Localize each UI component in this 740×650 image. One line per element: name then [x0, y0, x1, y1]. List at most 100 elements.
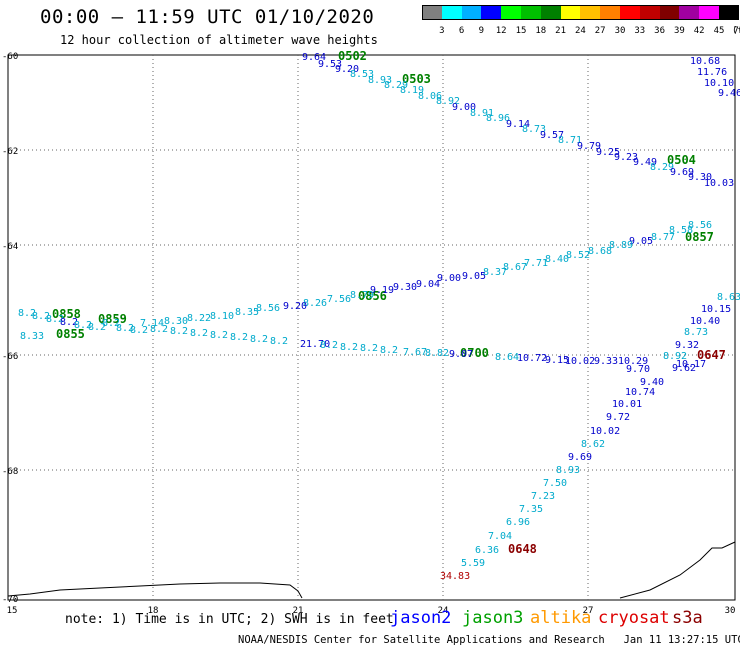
colorbar-swatch — [461, 5, 482, 20]
y-tick-label: -60 — [2, 52, 18, 62]
swh-value-label: 8.56 — [256, 303, 280, 314]
swh-value-label: 9.49 — [633, 157, 657, 168]
swh-value-label: 8.2 — [102, 318, 120, 329]
colorbar-label: 33 — [634, 26, 646, 36]
swh-value-label: 9.23 — [614, 152, 638, 163]
swh-value-label: 9.57 — [540, 130, 564, 141]
swh-value-label: 8.53 — [350, 69, 374, 80]
swh-value-label: 8.64 — [495, 352, 519, 363]
swh-value-label: 8.2 — [210, 330, 228, 341]
swh-value-label: 9.30 — [393, 282, 417, 293]
colorbar-label: 6 — [458, 26, 465, 36]
swh-value-label: 6.36 — [475, 545, 499, 556]
satellite-legend-jason3: jason3 — [462, 608, 524, 628]
swh-value-label: 9.53 — [318, 59, 342, 70]
pass-label: 0859 — [98, 312, 127, 326]
swh-value-label: 8.93 — [556, 465, 580, 476]
colorbar-swatch — [521, 5, 541, 20]
swh-value-label: 9.20 — [283, 301, 307, 312]
swh-value-label: 9.64 — [302, 52, 326, 63]
swh-value-label: 8.82 — [425, 348, 449, 359]
colorbar-swatch — [422, 5, 442, 20]
swh-value-label: 8.10 — [210, 311, 234, 322]
x-tick-label: 15 — [7, 606, 18, 616]
swh-value-label: 9.40 — [640, 377, 664, 388]
colorbar-label: 30 — [614, 26, 626, 36]
colorbar-border — [422, 5, 739, 20]
pass-label: 0857 — [685, 230, 714, 244]
swh-value-label: 9.69 — [670, 167, 694, 178]
swh-value-label: 8.2 — [170, 326, 188, 337]
y-tick-label: -68 — [2, 467, 18, 477]
swh-value-label: 8.73 — [522, 124, 546, 135]
pass-label: 0858 — [52, 307, 81, 321]
swh-value-label: 8.2 — [360, 343, 378, 354]
swh-value-label: 8.62 — [581, 439, 605, 450]
swh-value-label: 7.67 — [403, 347, 427, 358]
satellite-legend-jason2: jason2 — [390, 608, 452, 628]
footer-note: note: 1) Time is in UTC; 2) SWH is in fe… — [65, 612, 394, 627]
colorbar-label: 70 — [733, 26, 740, 36]
swh-value-label: 6.96 — [506, 517, 530, 528]
swh-value-label: 11.76 — [697, 67, 727, 78]
swh-value-label: 9.05 — [462, 271, 486, 282]
colorbar-label: 27 — [594, 26, 606, 36]
colorbar-swatch — [540, 5, 561, 20]
swh-value-label: 9.00 — [437, 273, 461, 284]
swh-value-label: 7.35 — [519, 504, 543, 515]
colorbar-label: 45 — [713, 26, 725, 36]
swh-value-label: 9.20 — [335, 64, 359, 75]
swh-value-label: 8.96 — [486, 113, 510, 124]
swh-value-label: 8.2 — [32, 311, 50, 322]
swh-value-label: 9.32 — [675, 340, 699, 351]
pass-label: 0855 — [56, 327, 85, 341]
map-title: 00:00 – 11:59 UTC 01/10/2020 — [40, 6, 375, 28]
swh-value-label: 9.15 — [545, 355, 569, 366]
swh-value-label: 9.07 — [449, 349, 473, 360]
colorbar-label: 12 — [495, 26, 507, 36]
map-frame — [7, 54, 736, 601]
swh-value-label: 8.30 — [164, 316, 188, 327]
swh-value-label: 8.2 — [250, 334, 268, 345]
swh-value-label: 7.14 — [140, 318, 164, 329]
swh-value-label: 8.2 — [18, 308, 36, 319]
swh-value-label: 9.69 — [568, 452, 592, 463]
swh-value-label: 8.26 — [303, 298, 327, 309]
swh-value-label: 9.46 — [718, 88, 740, 99]
colorbar-swatch — [659, 5, 680, 20]
colorbar-swatch — [441, 5, 462, 20]
swh-value-label: 8.35 — [235, 307, 259, 318]
swh-value-label: 7.04 — [488, 531, 512, 542]
colorbar-label: 39 — [673, 26, 685, 36]
swh-value-label: 8.56 — [688, 220, 712, 231]
swh-value-label: 8.52 — [566, 250, 590, 261]
swh-value-label: 8.40 — [545, 254, 569, 265]
swh-value-label: 21.70 — [300, 339, 330, 350]
satellite-legend-altika: altika — [530, 608, 592, 628]
swh-value-label: 8.2 — [46, 314, 64, 325]
swh-value-label: 5.59 — [461, 558, 485, 569]
x-tick-label: 27 — [583, 606, 594, 616]
swh-value-label: 10.29 — [618, 356, 648, 367]
colorbar-label: 36 — [654, 26, 666, 36]
colorbar-swatch — [699, 5, 719, 20]
swh-value-label: 8.91 — [470, 108, 494, 119]
swh-value-label: 10.01 — [612, 399, 642, 410]
colorbar-swatch — [600, 5, 620, 20]
swh-value-label: 8.2 — [74, 320, 92, 331]
swh-value-label: 8.2 — [130, 325, 148, 336]
swh-value-label: 10.72 — [517, 353, 547, 364]
swh-value-label: 8.92 — [663, 351, 687, 362]
swh-value-label: 8.22 — [187, 313, 211, 324]
swh-value-label: 9.79 — [577, 141, 601, 152]
pass-label: 0503 — [402, 72, 431, 86]
swh-value-label: 8.29 — [384, 80, 408, 91]
swh-value-label: 10.03 — [704, 178, 734, 189]
colorbar-swatch — [639, 5, 660, 20]
swh-value-label: 8.63 — [717, 292, 740, 303]
colorbar-swatch — [679, 5, 700, 20]
swh-value-label: 8.2 — [340, 342, 358, 353]
colorbar-label: 21 — [555, 26, 567, 36]
colorbar-label: 42 — [693, 26, 705, 36]
